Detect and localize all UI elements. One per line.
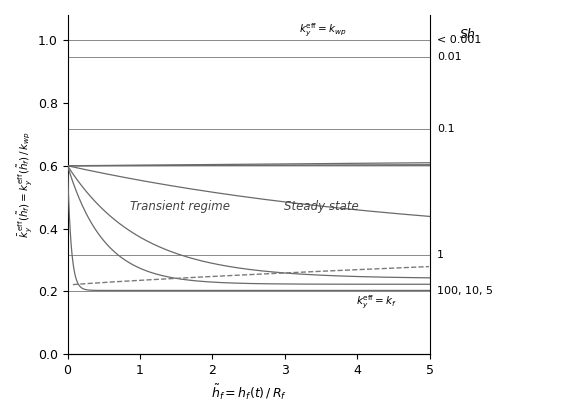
Text: 100, 10, 5: 100, 10, 5 [437,286,493,296]
Text: 0.1: 0.1 [437,124,455,134]
Text: Transient regime: Transient regime [130,200,230,213]
Text: $k_y^{\mathrm{eff}} = k_{wp}$: $k_y^{\mathrm{eff}} = k_{wp}$ [299,21,346,38]
X-axis label: $\tilde{h}_f = h_f(t) \, / \, R_f$: $\tilde{h}_f = h_f(t) \, / \, R_f$ [211,382,287,402]
Text: Steady state: Steady state [284,200,358,213]
Text: 1: 1 [437,250,444,260]
Text: $k_y^{\mathrm{eff}} = k_f$: $k_y^{\mathrm{eff}} = k_f$ [356,294,397,311]
Text: < 0.001: < 0.001 [437,35,481,45]
Y-axis label: $\bar{k}_y^{\,\mathrm{eff}}(\tilde{h}_f) = k_y^{\mathrm{eff}}(\tilde{h}_f) \, / : $\bar{k}_y^{\,\mathrm{eff}}(\tilde{h}_f)… [15,131,34,238]
Text: $Sh$: $Sh$ [459,27,475,41]
Text: 0.01: 0.01 [437,52,461,62]
